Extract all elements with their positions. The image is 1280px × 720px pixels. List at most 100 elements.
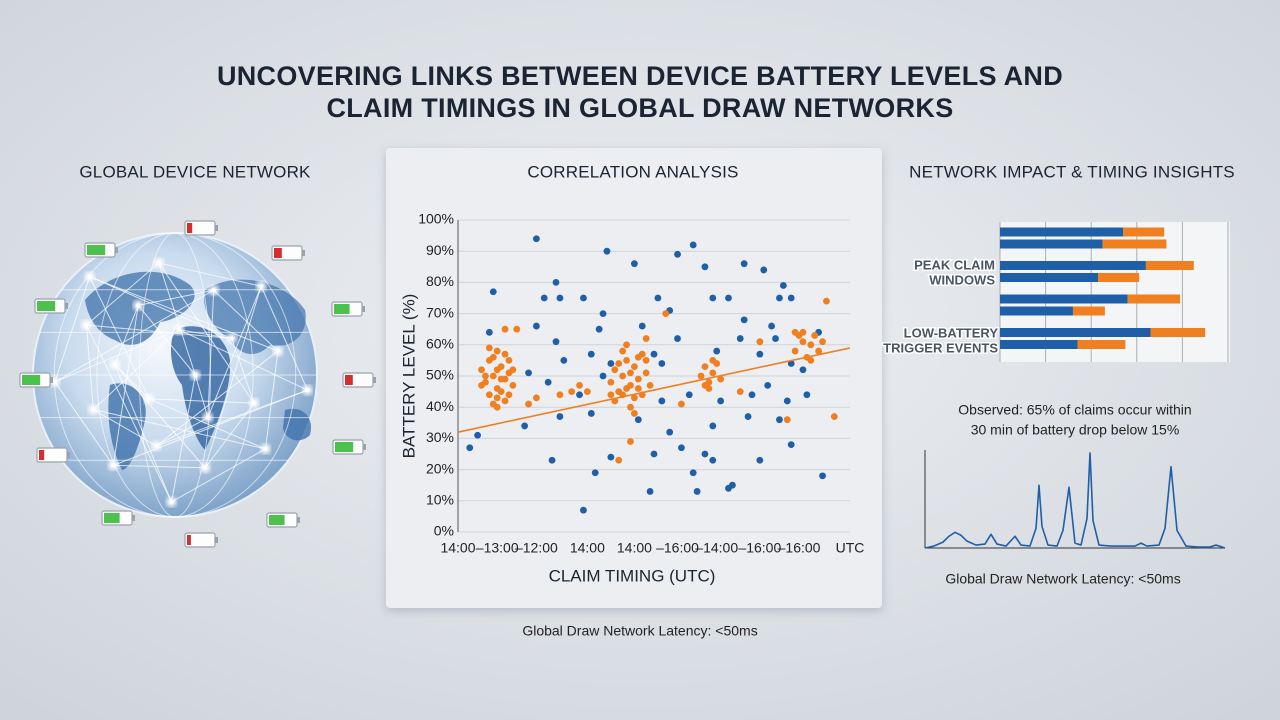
scatter-point bbox=[638, 322, 646, 330]
bar-segment bbox=[1098, 273, 1140, 282]
scatter-point bbox=[478, 381, 485, 389]
scatter-point bbox=[646, 488, 654, 495]
scatter-point bbox=[525, 369, 532, 377]
x-tick-label: 14:00 bbox=[570, 540, 605, 556]
scatter-point bbox=[493, 366, 501, 374]
network-link bbox=[89, 276, 279, 352]
scatter-point bbox=[689, 469, 697, 477]
scatter-point bbox=[548, 456, 556, 464]
scatter-point bbox=[642, 357, 650, 364]
bar-segment bbox=[1145, 261, 1194, 270]
node bbox=[136, 303, 141, 308]
scatter-point bbox=[709, 369, 717, 377]
scatter-point bbox=[807, 357, 815, 364]
battery-cap bbox=[215, 225, 218, 231]
scatter-point bbox=[674, 335, 681, 342]
scatter-point bbox=[556, 294, 564, 302]
scatter-point bbox=[599, 310, 607, 317]
bar-annotation: TRIGGER EVENTS bbox=[883, 340, 998, 355]
line-caption: Global Draw Network Latency: <50ms bbox=[945, 571, 1180, 587]
network-link bbox=[156, 417, 209, 447]
network-link bbox=[114, 364, 150, 400]
node bbox=[229, 336, 234, 341]
scatter-point bbox=[580, 294, 587, 302]
chart-card bbox=[386, 148, 882, 608]
node bbox=[193, 373, 198, 377]
scatter-point bbox=[713, 347, 721, 355]
title-line: UNCOVERING LINKS BETWEEN DEVICE BATTERY … bbox=[217, 61, 1063, 91]
scatter-point bbox=[803, 391, 811, 399]
scatter-point bbox=[587, 410, 595, 417]
battery-level bbox=[39, 450, 45, 460]
scatter-point bbox=[595, 325, 603, 333]
network-link bbox=[178, 329, 232, 340]
scatter-point bbox=[776, 416, 783, 424]
scatter-point bbox=[701, 381, 709, 389]
scatter-point bbox=[607, 453, 615, 461]
x-tick-label: –13:00 bbox=[476, 540, 519, 556]
battery-cap bbox=[67, 452, 70, 458]
x-axis-label: CLAIM TIMING (UTC) bbox=[549, 566, 716, 585]
y-axis-label: BATTERY LEVEL (%) bbox=[399, 294, 418, 459]
bar-segment bbox=[1102, 239, 1167, 249]
bar-segment bbox=[1000, 261, 1146, 270]
scatter-point bbox=[783, 397, 791, 405]
node bbox=[176, 327, 181, 332]
scatter-point bbox=[807, 341, 815, 349]
scatter-point bbox=[791, 347, 799, 355]
scatter-point bbox=[474, 431, 481, 439]
scatter-point bbox=[799, 366, 807, 374]
bar-segment bbox=[1000, 227, 1124, 237]
scatter-point bbox=[662, 310, 670, 317]
scatter-point bbox=[666, 428, 674, 436]
scatter-point bbox=[787, 441, 795, 449]
x-tick-label: –12:00 bbox=[515, 540, 558, 556]
network-link bbox=[194, 374, 209, 418]
bar-segment bbox=[1127, 294, 1181, 304]
network-link bbox=[54, 276, 91, 383]
scatter-point bbox=[654, 294, 662, 302]
scatter-point bbox=[658, 360, 666, 367]
scatter-point bbox=[799, 338, 807, 346]
scatter-point bbox=[489, 372, 497, 380]
scatter-point bbox=[493, 394, 501, 402]
scatter-point bbox=[497, 388, 505, 395]
scatter-point bbox=[552, 279, 560, 286]
network-link bbox=[113, 389, 308, 466]
battery-cap bbox=[302, 250, 305, 256]
scatter-point bbox=[482, 372, 489, 380]
scatter-point bbox=[501, 350, 509, 358]
scatter-point bbox=[634, 375, 642, 383]
bar-annotation: PEAK CLAIM bbox=[914, 257, 995, 272]
panel-title: NETWORK IMPACT & TIMING INSIGHTS bbox=[909, 162, 1235, 181]
node bbox=[52, 379, 57, 384]
battery-level bbox=[274, 248, 282, 258]
scatter-point bbox=[607, 391, 615, 399]
network-link bbox=[156, 389, 308, 447]
scatter-point bbox=[674, 250, 681, 258]
bar-segment bbox=[1000, 340, 1078, 349]
scatter-point bbox=[599, 372, 607, 380]
y-tick-label: 40% bbox=[426, 398, 454, 414]
node bbox=[205, 415, 210, 420]
network-link bbox=[158, 262, 255, 404]
scatter-point bbox=[642, 335, 650, 342]
network-link bbox=[114, 364, 172, 503]
node bbox=[263, 446, 268, 451]
scatter-point bbox=[505, 391, 513, 399]
network-link bbox=[207, 290, 215, 418]
battery-level bbox=[104, 513, 120, 523]
scatter-point bbox=[650, 450, 658, 458]
y-tick-label: 30% bbox=[426, 429, 454, 445]
battery-level bbox=[187, 535, 191, 545]
scatter-point bbox=[623, 341, 630, 349]
network-link bbox=[204, 286, 262, 468]
scatter-point bbox=[489, 353, 497, 361]
network-link bbox=[114, 364, 206, 469]
bar-annotation: LOW-BATTERY bbox=[904, 325, 999, 340]
scatter-point bbox=[587, 350, 595, 358]
panel-title: GLOBAL DEVICE NETWORK bbox=[79, 162, 311, 181]
y-tick-label: 50% bbox=[426, 367, 454, 383]
y-tick-label: 100% bbox=[418, 211, 454, 227]
